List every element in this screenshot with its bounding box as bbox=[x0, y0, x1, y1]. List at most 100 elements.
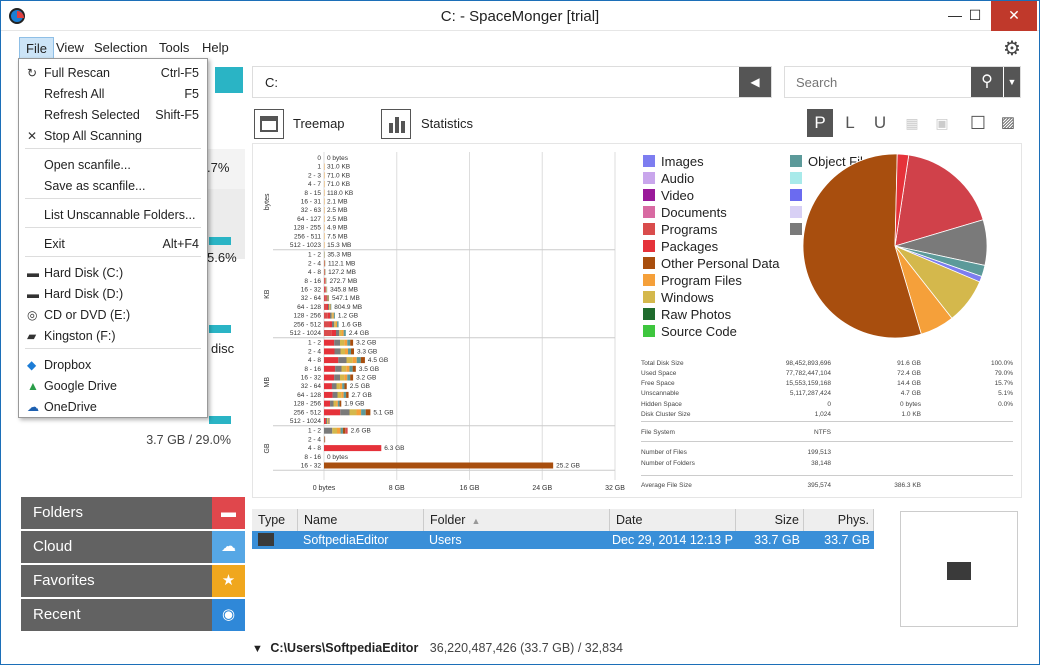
minimize-button[interactable]: — bbox=[948, 7, 962, 23]
menu-tools[interactable]: Tools bbox=[159, 40, 190, 55]
hatch-icon[interactable]: ▨ bbox=[1000, 114, 1016, 131]
col-name[interactable]: Name bbox=[298, 509, 424, 531]
status-info: 36,220,487,426 (33.7 GB) / 32,834 bbox=[429, 641, 623, 655]
stat-label: Hidden Space bbox=[641, 401, 682, 408]
settings-gear-icon[interactable]: ⚙ bbox=[1003, 38, 1021, 60]
app-icon[interactable] bbox=[9, 8, 25, 24]
menu-selection[interactable]: Selection bbox=[94, 40, 148, 55]
stop-icon: ✕ bbox=[27, 129, 38, 143]
expand-down-icon[interactable]: ▼ bbox=[252, 643, 263, 655]
stats-divider bbox=[641, 421, 1013, 422]
file-menu-item[interactable]: Open scanfile... bbox=[19, 155, 207, 175]
drive-percent: 5.6% bbox=[207, 250, 237, 265]
legend-swatch bbox=[643, 257, 655, 269]
grid-view-icon[interactable]: ▦ bbox=[905, 115, 919, 131]
file-menu-item[interactable]: ▬ Hard Disk (C:) bbox=[19, 263, 207, 283]
data-label: 4.9 MB bbox=[327, 225, 348, 232]
col-folder[interactable]: Folder ▲ bbox=[424, 509, 610, 531]
stat-pct: 100.0% bbox=[990, 360, 1013, 367]
data-label: 0 bytes bbox=[327, 155, 349, 162]
file-menu-label: Kingston (F:) bbox=[44, 329, 116, 343]
bar-segment bbox=[336, 330, 340, 336]
legend-swatch bbox=[790, 189, 802, 201]
search-icon: ⚲ bbox=[981, 73, 993, 90]
file-menu-item[interactable]: List Unscannable Folders... bbox=[19, 205, 207, 225]
nav-recent[interactable]: Recent ◉ bbox=[21, 599, 245, 631]
file-menu-label: Refresh All bbox=[44, 87, 105, 101]
y-tick-label: 64 - 128 bbox=[297, 392, 321, 399]
file-menu-item[interactable]: ◎ CD or DVD (E:) bbox=[19, 305, 207, 325]
bar-segment bbox=[352, 357, 357, 364]
col-phys-size[interactable]: Phys. Size bbox=[804, 509, 874, 549]
file-menu-item[interactable]: ↻ Full Rescan Ctrl-F5 bbox=[19, 63, 207, 83]
path-bar[interactable]: C: ◀ bbox=[252, 66, 772, 98]
bar-segment bbox=[324, 286, 326, 293]
tab-statistics[interactable]: Statistics bbox=[381, 107, 507, 141]
file-menu-item[interactable]: ✕ Stop All Scanning bbox=[19, 126, 207, 146]
onedrive-icon: ☁ bbox=[27, 400, 39, 414]
add-view-icon[interactable]: ▣ bbox=[935, 115, 949, 131]
col-date[interactable]: Date bbox=[610, 509, 736, 531]
view-p-button[interactable]: P bbox=[807, 109, 833, 137]
search-dropdown-button[interactable]: ▼ bbox=[1004, 67, 1020, 97]
menu-view[interactable]: View bbox=[56, 40, 84, 55]
group-label: MB bbox=[264, 377, 271, 388]
bar-segment bbox=[339, 330, 342, 336]
x-tick-label: 8 GB bbox=[389, 485, 405, 492]
maximize-button[interactable]: ☐ bbox=[968, 7, 982, 23]
file-menu-item[interactable]: ◆ Dropbox bbox=[19, 355, 207, 375]
legend-swatch bbox=[643, 274, 655, 286]
x-tick-label: 24 GB bbox=[532, 485, 552, 492]
data-label: 3.5 GB bbox=[359, 366, 379, 373]
file-menu-item[interactable]: ▬ Hard Disk (D:) bbox=[19, 284, 207, 304]
pie-chart bbox=[802, 153, 988, 339]
tab-treemap[interactable]: Treemap bbox=[254, 107, 374, 141]
y-tick-label: 32 - 64 bbox=[301, 295, 322, 302]
search-input[interactable] bbox=[786, 68, 970, 96]
col-size[interactable]: Size bbox=[736, 509, 804, 531]
menu-separator bbox=[25, 256, 201, 257]
bar-segment bbox=[336, 383, 340, 390]
view-l-button[interactable]: L bbox=[845, 113, 855, 132]
bar-segment bbox=[338, 357, 347, 364]
nav-folders[interactable]: Folders ▬ bbox=[21, 497, 245, 529]
bar-segment bbox=[349, 409, 357, 416]
stat-size: 386.3 KB bbox=[894, 482, 921, 489]
bar-segment bbox=[334, 348, 341, 355]
file-menu-item[interactable]: Refresh All F5 bbox=[19, 84, 207, 104]
close-button[interactable]: ✕ bbox=[991, 1, 1037, 31]
file-menu-item[interactable]: ▰ Kingston (F:) bbox=[19, 326, 207, 346]
data-label: 2.4 GB bbox=[349, 330, 369, 337]
col-type[interactable]: Type bbox=[252, 509, 298, 531]
bar-segment bbox=[328, 418, 329, 424]
view-u-button[interactable]: U bbox=[873, 113, 887, 132]
file-menu-item[interactable]: Refresh Selected Shift-F5 bbox=[19, 105, 207, 125]
drive-label-partial: disc bbox=[211, 341, 235, 356]
nav-cloud[interactable]: Cloud ☁ bbox=[21, 531, 245, 563]
bar-segment bbox=[332, 427, 338, 434]
file-menu-item[interactable]: Save as scanfile... bbox=[19, 176, 207, 196]
back-button[interactable]: ◀ bbox=[739, 67, 771, 97]
table-row[interactable]: SoftpediaEditor Users Dec 29, 2014 12:13… bbox=[252, 531, 874, 549]
bar-segment bbox=[326, 303, 329, 310]
bar-segment bbox=[328, 418, 330, 424]
menu-file[interactable]: File bbox=[19, 37, 54, 60]
file-menu-label: Save as scanfile... bbox=[44, 179, 146, 193]
nav-favorites[interactable]: Favorites ★ bbox=[21, 565, 245, 597]
data-label: 7.5 MB bbox=[327, 233, 348, 240]
drive-scan-icon[interactable] bbox=[215, 67, 243, 93]
drive-summary: 3.7 GB / 29.0% bbox=[146, 433, 231, 447]
file-menu-dropdown: ↻ Full Rescan Ctrl-F5 Refresh All F5 Refresh … bbox=[18, 58, 208, 418]
frame-icon[interactable]: ☐ bbox=[969, 113, 987, 133]
bar-segment bbox=[348, 348, 352, 355]
search-button[interactable]: ⚲ bbox=[971, 67, 1003, 97]
file-menu-item[interactable]: ☁ OneDrive bbox=[19, 397, 207, 417]
file-menu-item[interactable]: Exit Alt+F4 bbox=[19, 234, 207, 254]
legend-label: Program Files bbox=[661, 273, 742, 288]
y-tick-label: 16 - 32 bbox=[301, 287, 322, 294]
file-menu-item[interactable]: ▲ Google Drive bbox=[19, 376, 207, 396]
folder-icon: ▬ bbox=[212, 497, 245, 529]
menu-help[interactable]: Help bbox=[202, 40, 229, 55]
bar-segment bbox=[334, 321, 336, 328]
